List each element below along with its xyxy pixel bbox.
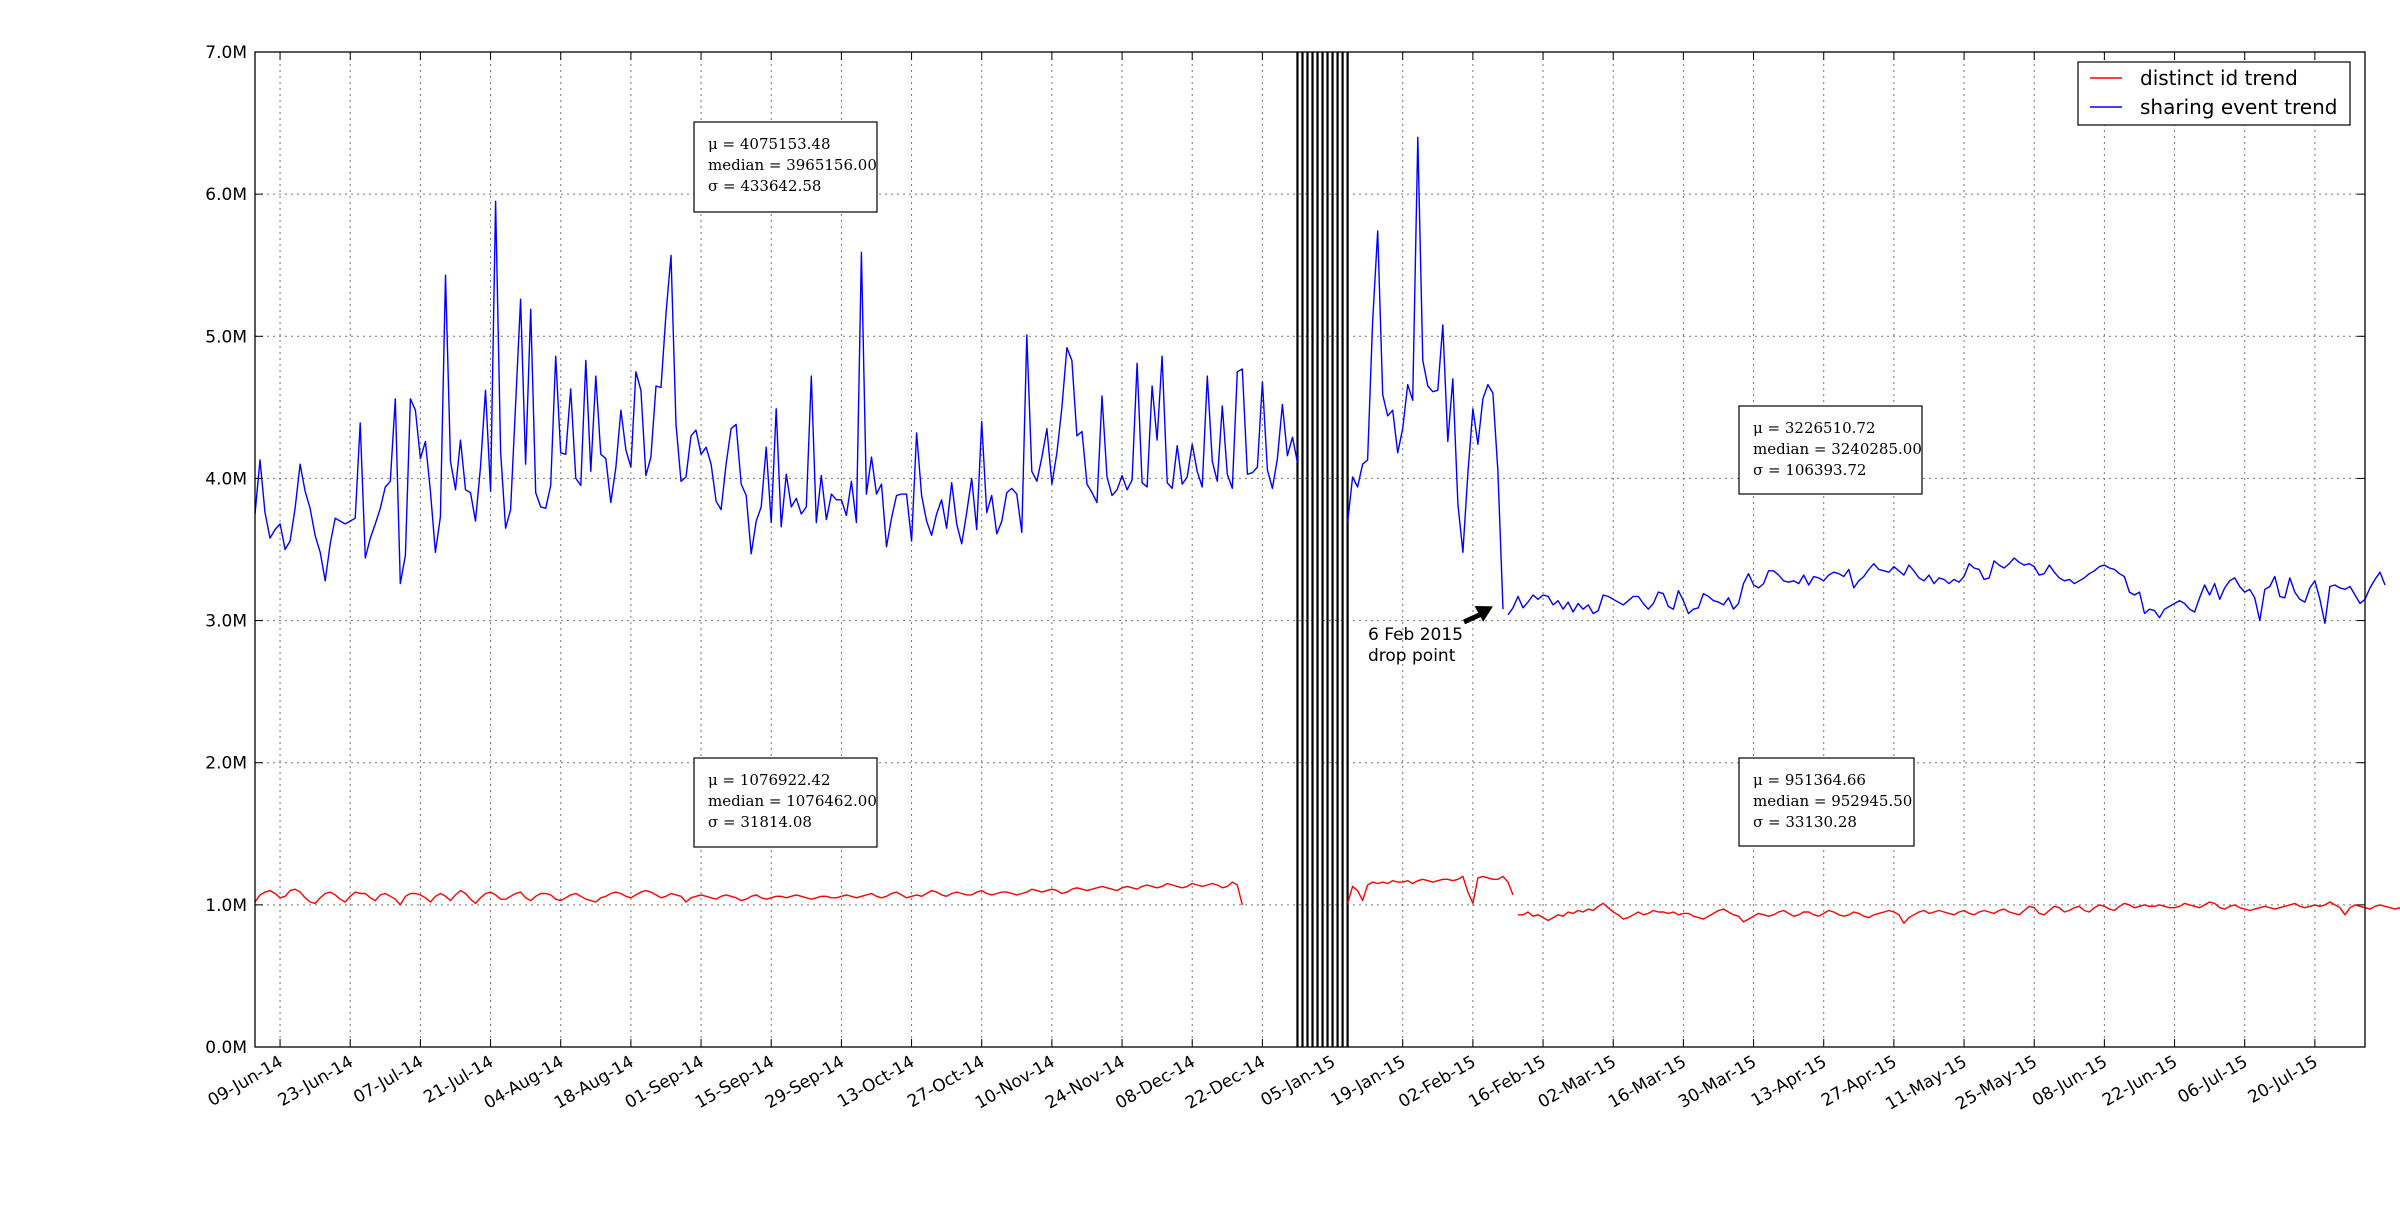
stat-line: median = 1076462.00: [708, 792, 877, 810]
stat-box-frame: [1738, 757, 1915, 847]
legend-frame: [2077, 61, 2351, 126]
stat-box: μ = 3226510.72 median = 3240285.00 σ = 106…: [1738, 405, 1923, 495]
legend-label: distinct id trend: [2140, 66, 2298, 90]
y-tick-label: 3.0M: [205, 612, 247, 632]
stat-box-frame: [693, 757, 878, 848]
plot-area: [255, 52, 2365, 1047]
y-tick-label: 7.0M: [205, 43, 247, 63]
stat-line: σ = 433642.58: [708, 177, 821, 195]
series-line: [1507, 557, 2386, 625]
stat-line: σ = 106393.72: [1753, 461, 1866, 479]
stat-line: μ = 951364.66: [1753, 771, 1866, 789]
plot-frame: [254, 51, 2366, 1048]
stat-line: σ = 33130.28: [1753, 813, 1857, 831]
series-lines: [254, 136, 2400, 924]
y-tick-label: 1.0M: [205, 896, 247, 916]
y-tick-label: 0.0M: [205, 1038, 247, 1058]
stat-box-frame: [1738, 405, 1923, 495]
stat-line: μ = 3226510.72: [1753, 419, 1876, 437]
stat-box: μ = 951364.66 median = 952945.50 σ = 33130…: [1738, 757, 1915, 847]
series-sharing-event-trend: [254, 136, 2386, 625]
annotation-label: drop point: [1368, 646, 1456, 666]
series-line: [254, 200, 1299, 585]
series-line: [1518, 901, 2400, 924]
stat-line: median = 3240285.00: [1753, 440, 1922, 458]
y-tick-label: 4.0M: [205, 469, 247, 489]
series-line: [1346, 875, 1514, 905]
series-line: [254, 881, 1243, 906]
stat-line: median = 952945.50: [1753, 792, 1912, 810]
y-tick-label: 2.0M: [205, 754, 247, 774]
stat-box: μ = 1076922.42 median = 1076462.00 σ = 318…: [693, 757, 878, 848]
stat-box: μ = 4075153.48 median = 3965156.00 σ = 433…: [693, 121, 878, 213]
series-line: [1346, 136, 1504, 610]
stat-line: median = 3965156.00: [708, 156, 877, 174]
legend: distinct id trend sharing event trend: [2077, 61, 2351, 126]
annotation-arrow-head: [1474, 606, 1493, 622]
stat-line: μ = 4075153.48: [708, 135, 831, 153]
legend-label: sharing event trend: [2140, 95, 2337, 119]
series-distinct-id-trend: [254, 875, 2400, 924]
y-tick-label: 5.0M: [205, 327, 247, 347]
y-tick-label: 6.0M: [205, 185, 247, 205]
stat-line: σ = 31814.08: [708, 813, 812, 831]
stat-boxes: μ = 4075153.48 median = 3965156.00 σ = 433…: [693, 121, 1923, 848]
gap-hatch: [1296, 52, 1349, 1047]
stat-box-frame: [693, 121, 878, 213]
stat-line: μ = 1076922.42: [708, 771, 831, 789]
annotation-label: 6 Feb 2015: [1368, 625, 1463, 645]
